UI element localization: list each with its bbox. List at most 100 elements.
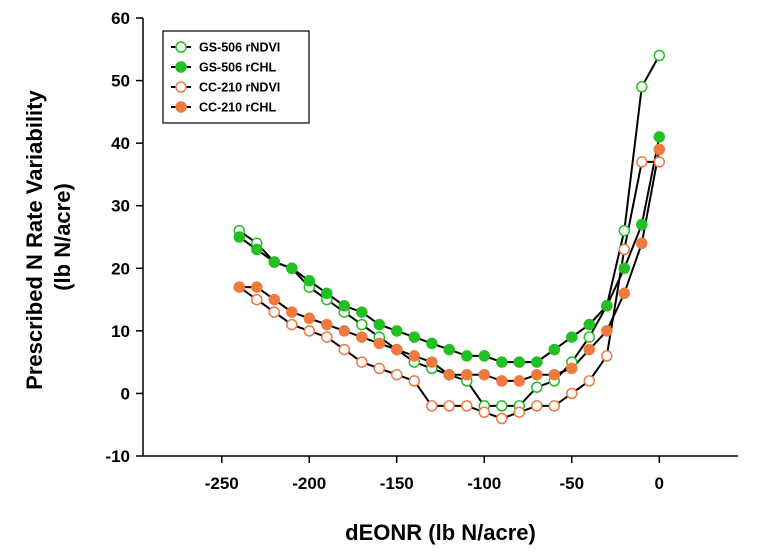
data-point-1 xyxy=(566,331,578,343)
legend-label: GS-506 rNDVI xyxy=(199,41,280,55)
data-point-3 xyxy=(286,306,298,318)
data-point-2 xyxy=(513,406,526,418)
y-tick-label: 50 xyxy=(111,72,130,91)
data-point-2 xyxy=(286,318,298,331)
series-layer xyxy=(233,49,666,425)
data-point-3 xyxy=(636,237,648,250)
data-point-1 xyxy=(286,262,298,275)
data-point-2 xyxy=(408,375,421,387)
data-point-3 xyxy=(233,281,246,293)
data-point-1 xyxy=(233,231,246,243)
data-point-0 xyxy=(496,400,508,412)
legend-item: GS-506 rCHL xyxy=(171,61,276,75)
y-tick-label: -10 xyxy=(105,447,130,466)
legend-item: CC-210 rCHL xyxy=(171,101,276,115)
data-point-1 xyxy=(653,131,666,143)
legend: GS-506 rNDVI GS-506 rCHL CC-210 rNDVI CC-21… xyxy=(162,30,310,124)
data-point-3 xyxy=(601,325,613,337)
x-tick-label: -200 xyxy=(292,474,326,493)
data-point-2 xyxy=(531,400,543,412)
data-point-1 xyxy=(391,325,403,337)
data-point-1 xyxy=(496,356,508,368)
data-point-2 xyxy=(496,412,508,425)
legend-label: CC-210 rNDVI xyxy=(199,81,280,95)
data-point-2 xyxy=(478,406,491,418)
data-point-0 xyxy=(653,49,666,62)
data-point-2 xyxy=(303,325,316,337)
data-point-0 xyxy=(636,81,648,93)
data-point-2 xyxy=(321,331,333,343)
data-point-3 xyxy=(303,312,316,325)
data-point-1 xyxy=(601,300,613,312)
x-tick-label: 0 xyxy=(655,474,664,493)
plot-frame xyxy=(142,18,738,457)
data-point-3 xyxy=(391,343,403,356)
data-point-3 xyxy=(373,337,386,350)
y-tick-label: 40 xyxy=(111,134,130,153)
data-point-3 xyxy=(513,375,526,387)
data-point-3 xyxy=(251,281,263,293)
data-point-1 xyxy=(461,350,473,362)
y-tick-label: 60 xyxy=(111,9,130,28)
data-point-1 xyxy=(338,300,351,312)
data-point-1 xyxy=(356,306,368,318)
legend-marker xyxy=(175,41,187,53)
y-axis-title-line-1: Prescribed N Rate Variability xyxy=(22,90,47,390)
data-point-3 xyxy=(496,375,508,387)
data-point-1 xyxy=(618,262,631,275)
data-point-2 xyxy=(338,343,351,356)
data-point-1 xyxy=(303,275,316,287)
data-point-3 xyxy=(618,287,631,300)
data-point-2 xyxy=(583,375,596,387)
x-tick-label: -50 xyxy=(559,474,584,493)
data-point-2 xyxy=(601,350,613,362)
legend-label: CC-210 rCHL xyxy=(199,101,276,115)
y-axis: -10 0 10 20 30 40 50 60 xyxy=(105,9,143,466)
data-point-1 xyxy=(548,343,561,356)
data-point-1 xyxy=(443,343,455,356)
data-point-3 xyxy=(338,325,351,337)
data-point-3 xyxy=(408,350,421,362)
y-tick-label: 10 xyxy=(111,322,130,341)
y-axis-title: Prescribed N Rate Variability (lb N/acre… xyxy=(22,84,75,390)
data-point-2 xyxy=(443,400,455,412)
data-point-1 xyxy=(531,356,543,368)
data-point-1 xyxy=(636,218,648,231)
data-point-3 xyxy=(566,362,578,375)
data-point-3 xyxy=(583,343,596,356)
data-point-3 xyxy=(356,331,368,343)
data-point-1 xyxy=(478,350,491,362)
data-point-1 xyxy=(513,356,526,368)
x-tick-label: -150 xyxy=(380,474,414,493)
data-point-2 xyxy=(636,156,648,168)
data-point-2 xyxy=(548,400,561,412)
x-axis: -250 -200 -150 -100 -50 0 xyxy=(205,456,664,493)
data-point-2 xyxy=(566,387,578,400)
legend-marker xyxy=(175,61,187,73)
data-point-2 xyxy=(618,243,631,256)
data-point-3 xyxy=(653,143,666,156)
data-point-3 xyxy=(531,368,543,381)
x-tick-label: -100 xyxy=(467,474,501,493)
y-tick-label: 0 xyxy=(121,384,130,403)
data-point-1 xyxy=(373,318,386,331)
data-point-2 xyxy=(461,400,473,412)
data-point-2 xyxy=(426,400,438,412)
x-axis-title: dEONR (lb N/acre) xyxy=(345,520,536,545)
data-point-3 xyxy=(548,368,561,381)
legend-marker xyxy=(175,101,187,113)
data-point-3 xyxy=(443,368,455,381)
data-point-1 xyxy=(583,318,596,331)
data-point-2 xyxy=(373,362,386,375)
data-point-2 xyxy=(268,306,281,318)
data-point-0 xyxy=(356,318,368,331)
y-tick-label: 30 xyxy=(111,197,130,216)
data-point-2 xyxy=(391,368,403,381)
data-point-3 xyxy=(461,368,473,381)
legend-marker xyxy=(175,81,187,93)
x-tick-label: -250 xyxy=(205,474,239,493)
data-point-0 xyxy=(618,224,631,237)
legend-item: CC-210 rNDVI xyxy=(171,81,280,95)
data-point-0 xyxy=(531,381,543,393)
